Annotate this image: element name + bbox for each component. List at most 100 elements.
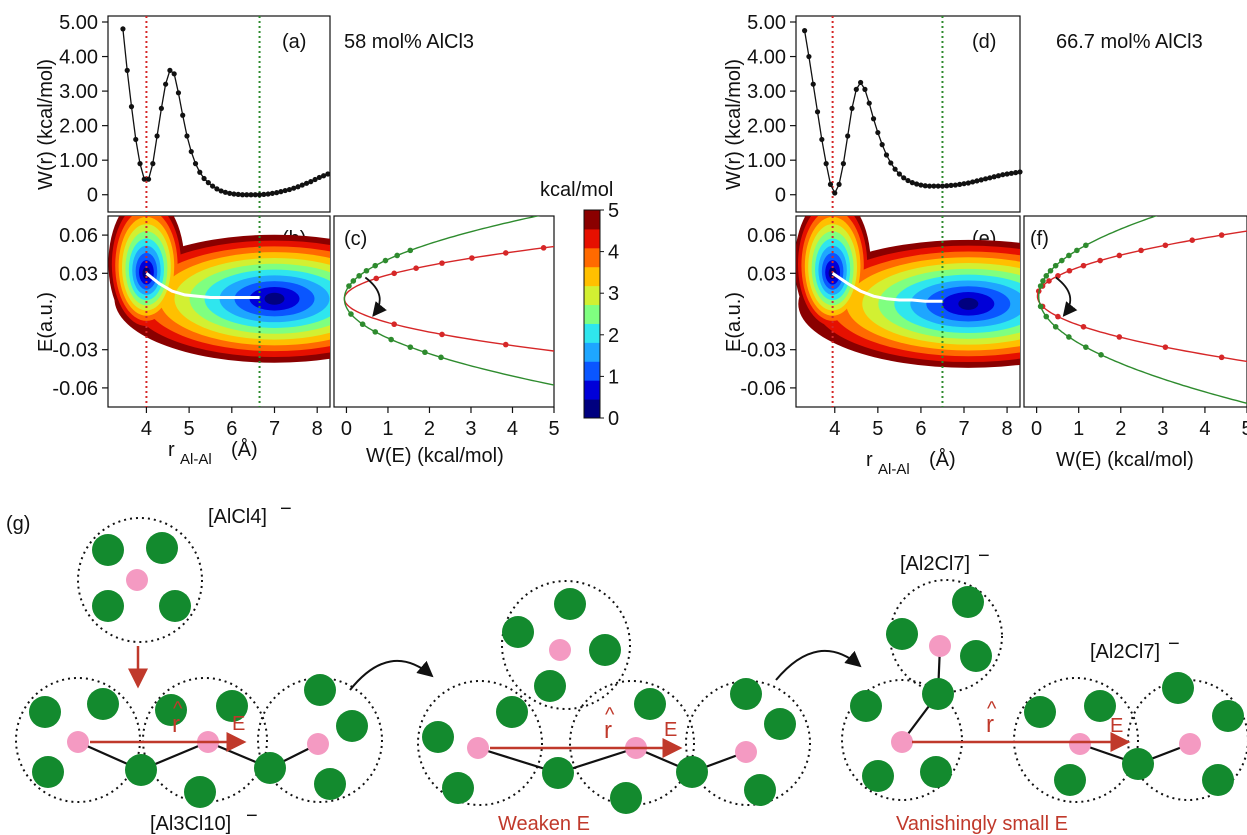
w-point-d (909, 180, 915, 186)
w-point-a (197, 169, 203, 175)
w-point-d (982, 176, 989, 182)
we-point-green-c (372, 262, 379, 269)
panel-d-frame (795, 15, 1021, 213)
w-point-d (978, 177, 984, 183)
cl-atom (634, 688, 666, 720)
we-point-red-c (732, 367, 738, 373)
w-point-d (888, 160, 894, 166)
x-tick-label-e: 7 (958, 418, 969, 440)
w-point-d (870, 116, 877, 122)
molecule-boundary (501, 580, 631, 710)
y-tick-label-a: 5.00 (59, 12, 98, 34)
w-point-a (316, 174, 322, 181)
colorbar-band (584, 342, 600, 362)
cl-atom (589, 634, 621, 666)
w-point-a (320, 173, 327, 179)
al-atom (126, 569, 148, 591)
we-point-red-f (1055, 313, 1061, 320)
y-tick-label-e: 0.03 (747, 263, 786, 285)
x-tick-label-b: 6 (226, 418, 237, 440)
we-point-red-c (502, 341, 509, 348)
cl-atom (496, 696, 528, 728)
w-point-d (845, 133, 851, 139)
cl-atom (1212, 700, 1244, 732)
panel-f-label: (f) (1030, 228, 1049, 250)
alcl4-isolated (77, 517, 203, 643)
w-point-a (274, 190, 280, 196)
colorbar-tick-label: 2 (608, 325, 619, 347)
we-point-green-c (363, 267, 370, 274)
w-point-d (944, 183, 950, 189)
we-point-red-f (1218, 354, 1225, 361)
we-point-red-c (413, 265, 419, 272)
min-path-e (831, 272, 943, 303)
w-point-a (145, 176, 152, 182)
w-point-a (308, 179, 314, 185)
we-point-green-c (356, 273, 362, 279)
we-curve-red-f (1036, 230, 1247, 363)
we-point-red-f (1066, 267, 1073, 274)
we-point-red-f (1116, 252, 1123, 259)
left-panels: (a) (b) (c) 58 mol% AlCl3 kcal/mol W(r) … (35, 15, 613, 468)
w-point-a (235, 191, 241, 197)
y-tick-label-a: 4.00 (59, 47, 98, 69)
weaken-label: Weaken E (498, 813, 590, 835)
y-tick-label-b: -0.06 (52, 378, 98, 400)
we-point-red-c (391, 321, 397, 328)
we-point-red-f (1218, 232, 1225, 238)
w-point-d (970, 179, 976, 185)
we-point-green-c (388, 336, 394, 343)
we-point-green-f (1098, 351, 1104, 358)
x-tick-label-f: 0 (1031, 418, 1042, 440)
w-point-a (248, 192, 254, 198)
w-point-d (948, 182, 954, 188)
cl-atom (442, 772, 474, 804)
w-point-d (862, 86, 868, 92)
cl-atom (125, 754, 157, 786)
w-point-a (239, 192, 246, 198)
we-point-red-c (439, 260, 445, 266)
cl-atom (1084, 690, 1116, 722)
cl-atom (422, 721, 454, 753)
we-point-red-f (1162, 242, 1169, 249)
we-plot-c (343, 216, 738, 386)
w-point-d (827, 181, 834, 187)
w-point-d (914, 181, 920, 187)
cl-atom (184, 776, 216, 808)
w-point-d (814, 109, 821, 115)
we-point-red-c (653, 360, 659, 366)
y-tick-label-d: 1.00 (747, 150, 786, 172)
w-point-a (163, 81, 169, 87)
colorbar-band (584, 323, 600, 343)
curved-arrow-1 (349, 660, 434, 691)
w-point-d (866, 100, 872, 106)
charts-layer: 5.00 4.00 3.00 2.00 1.00 0 4 5 6 7 8 0.06 0.03 -0.03 -… (52, 12, 1247, 440)
w-point-a (141, 176, 147, 182)
cl-atom (960, 640, 992, 672)
curved-arrow-2 (775, 650, 862, 681)
we-point-red-f (1097, 257, 1103, 264)
al2cl7-right-minus: − (1168, 633, 1180, 655)
colorbar-band (584, 285, 600, 306)
w-point-a (154, 133, 160, 139)
cl-atom (542, 757, 574, 789)
cl-atom (216, 690, 248, 722)
w-point-a (192, 161, 199, 167)
we-point-green-c (422, 349, 428, 356)
we-curve-green-c (343, 216, 554, 386)
w-point-d (926, 183, 933, 189)
we-point-red-c (678, 230, 684, 236)
we-point-red-c (502, 250, 509, 256)
al2cl7-top-text: [Al2Cl7] (900, 553, 970, 575)
w-point-a (209, 183, 216, 189)
we-point-red-f (1080, 323, 1087, 330)
w-point-d (849, 105, 855, 111)
y-tick-label-e: 0.06 (747, 225, 786, 247)
w-point-d (961, 181, 967, 187)
y-tick-label-d: 3.00 (747, 81, 786, 103)
cl-atom (922, 678, 954, 710)
w-point-a (184, 133, 190, 139)
al-atom (891, 731, 913, 753)
colorbar-band (584, 361, 600, 381)
w-ylabel-right: W(r) (kcal/mol) (723, 59, 745, 190)
